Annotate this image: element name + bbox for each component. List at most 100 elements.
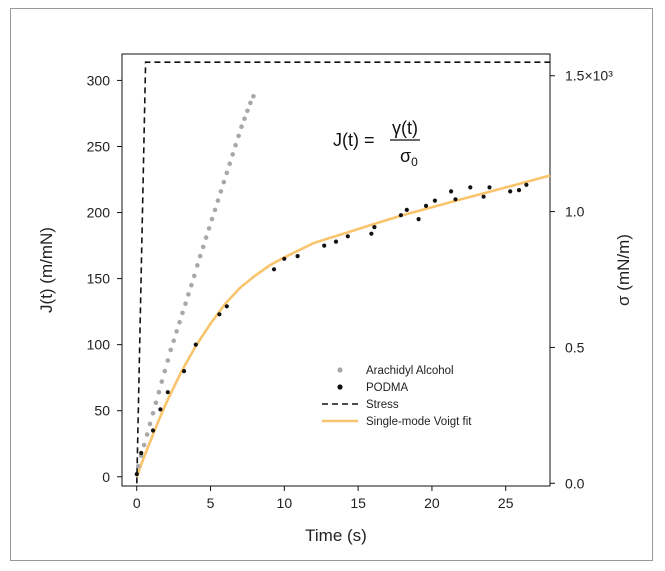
podma-point: [224, 304, 229, 309]
podma-point: [432, 198, 437, 203]
podma-point: [524, 182, 529, 187]
arachidyl-alcohol-point: [221, 179, 227, 185]
x-tick-label: 25: [498, 495, 514, 511]
arachidyl-alcohol-point: [144, 432, 150, 437]
y-left-tick-label: 0: [102, 469, 110, 485]
arachidyl-alcohol-point: [248, 100, 253, 106]
podma-point: [322, 243, 327, 248]
legend-marker-arachidyl-alcohol: [337, 367, 343, 373]
podma-point: [516, 188, 522, 193]
equation-numerator: γ(t): [392, 118, 418, 138]
x-tick-label: 10: [277, 495, 293, 511]
arachidyl-alcohol-point: [245, 108, 250, 114]
arachidyl-alcohol-point: [141, 442, 147, 448]
arachidyl-alcohol-point: [162, 368, 168, 374]
arachidyl-alcohol-point: [224, 170, 230, 176]
equation-denominator-symbol: σ: [400, 146, 411, 166]
arachidyl-alcohol-point: [242, 116, 247, 121]
arachidyl-alcohol-point: [209, 216, 215, 222]
equation-denominator: σ0: [400, 146, 418, 169]
arachidyl-alcohol-point: [215, 198, 221, 203]
arachidyl-alcohol-point: [135, 463, 141, 469]
arachidyl-alcohol-point: [200, 244, 206, 250]
legend-label-podma: PODMA: [366, 382, 409, 394]
podma-point: [139, 450, 144, 456]
arachidyl-alcohol-point: [147, 421, 153, 427]
y-axis-left: 0 50 100 150 200 250 300: [87, 72, 122, 485]
podma-point: [453, 197, 458, 202]
podma-point: [193, 342, 198, 347]
arachidyl-alcohol-point: [171, 338, 176, 344]
y-right-tick-label: 1.5×10³: [565, 68, 613, 84]
y-left-tick-label: 50: [94, 403, 110, 419]
arachidyl-alcohol-point: [233, 142, 238, 148]
podma-point: [282, 256, 287, 261]
y-axis-right-title: σ (mN/m): [614, 234, 633, 306]
plot-area-border: [121, 53, 551, 487]
podma-point: [423, 203, 429, 208]
y-left-tick-label: 100: [87, 337, 111, 353]
y-axis-left-title: J(t) (m/mN): [37, 227, 56, 313]
single-mode-voigt-fit-line: [135, 174, 551, 478]
arachidyl-alcohol-point: [192, 273, 197, 279]
stress-line: [136, 61, 550, 484]
podma-point: [181, 369, 187, 374]
y-right-tick-label: 0.5: [565, 339, 585, 355]
y-left-tick-label: 150: [87, 271, 111, 287]
arachidyl-alcohol-point: [251, 94, 256, 99]
legend: Arachidyl Alcohol PODMA Stress Single-mode …: [322, 365, 472, 428]
legend-label-arachidyl-alcohol: Arachidyl Alcohol: [366, 365, 454, 377]
series-layer: [134, 61, 551, 484]
x-tick-label: 20: [424, 495, 440, 511]
arachidyl-alcohol-point: [227, 161, 232, 166]
arachidyl-alcohol-point: [230, 152, 235, 157]
arachidyl-alcohol-point: [156, 389, 162, 395]
arachidyl-alcohol-point: [218, 189, 224, 194]
y-left-tick-label: 300: [87, 72, 111, 88]
podma-point: [468, 185, 473, 190]
legend-label-stress: Stress: [366, 399, 399, 411]
arachidyl-alcohol-point: [206, 226, 212, 231]
legend-marker-podma: [337, 384, 343, 390]
equation-annotation: J(t) = γ(t) σ0: [333, 118, 420, 169]
podma-point: [345, 234, 350, 239]
y-right-tick-label: 0.0: [565, 475, 585, 491]
arachidyl-alcohol-point: [183, 301, 188, 307]
arachidyl-alcohol-point: [239, 124, 244, 129]
chart-frame: [10, 8, 653, 561]
arachidyl-alcohol-point: [180, 310, 185, 316]
arachidyl-alcohol-point: [174, 329, 179, 334]
arachidyl-alcohol-point: [189, 282, 194, 288]
x-axis-title: Time (s): [305, 526, 367, 545]
arachidyl-alcohol-point: [177, 319, 182, 325]
x-tick-label: 15: [350, 495, 366, 511]
arachidyl-alcohol-point: [195, 263, 200, 268]
x-tick-label: 5: [207, 495, 215, 511]
arachidyl-alcohol-point: [159, 379, 165, 384]
podma-point: [134, 472, 139, 477]
podma-point: [158, 407, 163, 412]
podma-point: [508, 189, 513, 194]
arachidyl-alcohol-point: [197, 253, 203, 259]
arachidyl-alcohol-point: [212, 207, 218, 213]
legend-label-single-mode-voigt-fit: Single-mode Voigt fit: [366, 416, 472, 428]
arachidyl-alcohol-point: [153, 400, 159, 406]
podma-point: [481, 194, 486, 199]
podma-point: [165, 390, 170, 395]
y-left-tick-label: 200: [87, 205, 111, 221]
arachidyl-alcohol-point: [186, 292, 191, 297]
arachidyl-alcohol-point: [165, 358, 171, 363]
arachidyl-alcohol-point: [236, 133, 241, 139]
podma-point: [333, 239, 339, 244]
podma-point: [271, 267, 277, 272]
podma-point: [449, 189, 454, 194]
x-tick-label: 0: [133, 495, 141, 511]
y-right-tick-label: 1.0: [565, 204, 585, 220]
podma-point: [416, 217, 421, 222]
arachidyl-alcohol-point: [150, 411, 156, 416]
x-axis: 0 5 10 15 20 25: [133, 486, 514, 511]
podma-point: [217, 312, 222, 317]
podma-point: [150, 428, 156, 433]
podma-point: [372, 225, 377, 230]
